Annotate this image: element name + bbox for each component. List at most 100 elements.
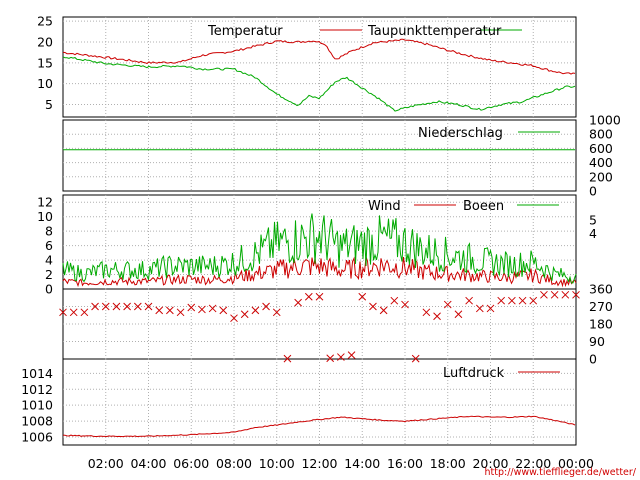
legend-boeen-label: Boeen <box>463 199 504 214</box>
direction-mark-stroke <box>347 351 356 359</box>
direction-mark-stroke <box>411 354 420 363</box>
direction-mark <box>251 306 260 315</box>
y-tick-label: 4 <box>45 253 53 268</box>
direction-mark <box>550 290 559 299</box>
y-tick-label: 360 <box>589 282 613 297</box>
direction-mark <box>230 314 238 323</box>
direction-mark <box>358 292 367 301</box>
direction-mark <box>133 302 142 311</box>
x-tick-label: 18:00 <box>430 456 466 471</box>
direction-mark <box>572 290 580 299</box>
direction-mark <box>166 306 174 315</box>
direction-mark-stroke <box>176 308 185 317</box>
direction-mark-stroke <box>59 308 67 317</box>
direction-mark-stroke <box>133 302 142 311</box>
direction-mark-stroke <box>155 306 164 315</box>
direction-mark <box>433 312 441 321</box>
x-tick-label: 14:00 <box>344 456 380 471</box>
direction-mark-stroke <box>219 306 228 315</box>
direction-mark-stroke <box>144 302 153 311</box>
y-tick-label: 0 <box>589 352 597 367</box>
direction-mark-stroke <box>529 296 538 305</box>
y-tick-label: 20 <box>37 35 53 50</box>
direction-mark-stroke <box>80 308 89 317</box>
direction-mark-stroke <box>475 304 484 313</box>
direction-mark <box>422 308 431 317</box>
direction-mark <box>454 310 463 319</box>
direction-mark-stroke <box>508 296 516 305</box>
direction-mark-stroke <box>262 302 270 311</box>
direction-mark-stroke <box>497 296 506 305</box>
direction-mark <box>379 306 388 315</box>
legend-niederschlag-label: Niederschlag <box>418 126 503 141</box>
y-tick-label: 1000 <box>589 113 621 128</box>
direction-mark-stroke <box>198 305 206 314</box>
direction-mark-stroke <box>91 302 99 311</box>
direction-mark-stroke <box>443 300 452 309</box>
direction-mark <box>475 304 484 313</box>
y-tick-label: 2 <box>45 267 53 282</box>
y-tick-label: 90 <box>589 334 605 349</box>
y-tick-label: 0 <box>589 184 597 199</box>
series-line-wind-1 <box>62 213 577 284</box>
direction-mark <box>187 303 196 312</box>
direction-mark-stroke <box>69 308 78 317</box>
direction-mark-stroke <box>422 308 431 317</box>
direction-mark-stroke <box>358 292 367 301</box>
direction-mark <box>144 302 153 311</box>
series-line-temperature-0 <box>62 38 576 75</box>
direction-mark <box>443 300 452 309</box>
direction-mark <box>518 296 527 305</box>
series-line-temperature-1 <box>62 56 576 112</box>
x-tick-label: 10:00 <box>259 456 295 471</box>
y-tick-label: 10 <box>37 76 53 91</box>
direction-mark-stroke <box>272 308 281 317</box>
series-line-pressure-0 <box>62 415 576 438</box>
direction-mark <box>101 302 110 311</box>
direction-mark <box>272 308 281 317</box>
direction-mark-stroke <box>390 296 399 305</box>
direction-mark-stroke <box>294 298 302 307</box>
direction-mark <box>80 308 89 317</box>
panel-frame-3 <box>62 288 577 360</box>
direction-mark-stroke <box>518 296 527 305</box>
x-tick-label: 20:00 <box>472 456 508 471</box>
direction-mark-stroke <box>433 312 441 321</box>
direction-mark-stroke <box>401 300 409 309</box>
direction-mark <box>497 296 506 305</box>
footer-url: http://www.tiefflieger.de/wetter/ <box>485 467 637 478</box>
direction-mark-stroke <box>561 290 570 299</box>
direction-mark <box>315 292 324 301</box>
direction-mark <box>465 296 473 305</box>
y-tick-label: 600 <box>589 141 613 156</box>
direction-mark <box>240 310 249 319</box>
y-tick-label: 800 <box>589 127 613 142</box>
direction-mark-stroke <box>337 353 345 361</box>
direction-mark <box>304 292 313 301</box>
y-tick-label: 5 <box>45 97 53 112</box>
y-tick-label: 200 <box>589 169 613 184</box>
direction-mark <box>337 353 345 361</box>
y-tick-label: 8 <box>45 224 53 239</box>
direction-mark <box>198 305 206 314</box>
y-tick-label: 1006 <box>21 430 53 445</box>
direction-mark-stroke <box>187 303 196 312</box>
y-tick-label: 0 <box>45 282 53 297</box>
legend-taupunkt-label: Taupunkttemperatur <box>367 24 502 39</box>
direction-mark-stroke <box>550 290 559 299</box>
direction-mark <box>155 306 164 315</box>
legend-temperatur-label: Temperatur <box>207 24 283 39</box>
x-tick-label: 12:00 <box>301 456 337 471</box>
direction-mark-stroke <box>208 304 217 313</box>
direction-mark <box>91 302 99 311</box>
direction-mark <box>176 308 185 317</box>
direction-mark-stroke <box>283 354 292 363</box>
data-marks <box>59 38 580 438</box>
direction-mark-stroke <box>369 302 377 311</box>
direction-mark-stroke <box>251 306 260 315</box>
direction-mark <box>123 302 131 311</box>
direction-mark <box>262 302 270 311</box>
direction-mark <box>208 304 217 313</box>
